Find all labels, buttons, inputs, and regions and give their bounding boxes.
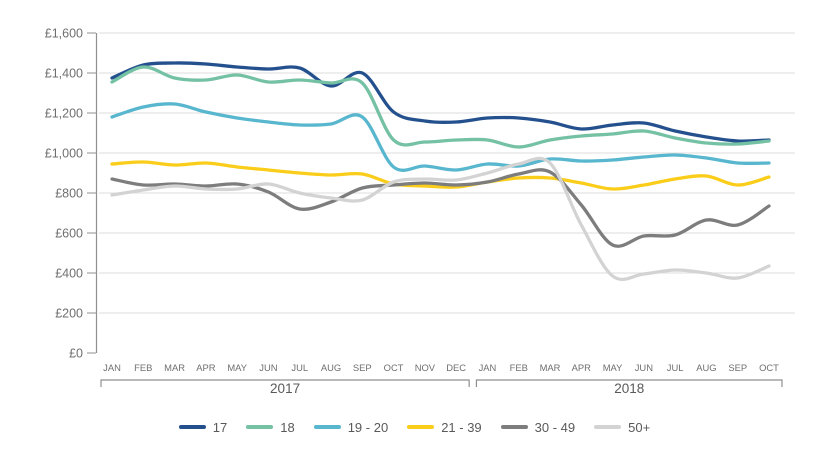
- month-label: JAN: [103, 362, 121, 373]
- month-label: APR: [572, 362, 592, 373]
- legend-item-50+: 50+: [594, 421, 650, 434]
- month-label: NOV: [415, 362, 436, 373]
- legend-item-17: 17: [178, 419, 228, 435]
- y-tick-label: £1,400: [45, 67, 83, 81]
- price-line-chart: £0 £200 £400 £600 £800 £1,000 £1,200 £1,400 £1,6…: [45, 27, 795, 396]
- month-label: MAY: [227, 362, 247, 373]
- legend-swatch-icon: [246, 425, 274, 429]
- y-tick-label: £1,000: [45, 147, 83, 161]
- series-line-19-20: [110, 102, 771, 172]
- y-tick-label: £1,600: [45, 27, 83, 41]
- legend-label: 19 - 20: [347, 419, 389, 435]
- series-line-18: [110, 65, 771, 149]
- month-label: OCT: [759, 362, 779, 373]
- month-label: AUG: [321, 362, 341, 373]
- month-label: SEP: [353, 362, 372, 373]
- month-label: MAY: [603, 362, 623, 373]
- y-tick-label: £1,200: [45, 107, 83, 121]
- legend-swatch-icon: [594, 425, 622, 429]
- legend-item-21-39: 21 - 39: [407, 419, 482, 435]
- month-label: FEB: [510, 362, 528, 373]
- legend-swatch-icon: [178, 425, 206, 429]
- legend-label: 17: [212, 419, 228, 435]
- year-bracket: [475, 379, 783, 387]
- y-tick-label: £400: [55, 267, 83, 281]
- month-label: JUL: [291, 362, 308, 373]
- legend-label: 30 - 49: [534, 419, 576, 435]
- month-label: JUL: [667, 362, 684, 373]
- year-label: 2018: [614, 381, 644, 396]
- legend-swatch-icon: [500, 425, 528, 429]
- y-tick-label: £600: [55, 227, 83, 241]
- year-label: 2017: [270, 381, 300, 396]
- month-label: JUN: [635, 362, 653, 373]
- legend-label: 18: [280, 419, 295, 435]
- month-label: SEP: [728, 362, 747, 373]
- chart-legend: 17 18 19 - 20 21 - 39 30 - 49 50+: [0, 412, 829, 442]
- legend-label: 50+: [628, 419, 651, 435]
- month-label: APR: [196, 362, 216, 373]
- legend-item-18: 18: [246, 419, 295, 435]
- series-line-50+: [110, 156, 771, 281]
- month-label: DEC: [446, 362, 466, 373]
- series-line-17: [110, 61, 771, 143]
- legend-item-19-20: 19 - 20: [313, 419, 389, 435]
- legend-item-30-49: 30 - 49: [500, 419, 576, 435]
- month-label: MAR: [164, 362, 185, 373]
- month-label: MAR: [540, 362, 561, 373]
- legend-swatch-icon: [407, 425, 435, 429]
- y-tick-label: £800: [55, 187, 83, 201]
- month-label: JAN: [479, 362, 497, 373]
- legend-label: 21 - 39: [441, 419, 482, 435]
- month-label: OCT: [384, 362, 404, 373]
- month-label: AUG: [696, 362, 716, 373]
- series-line-21-39: [110, 160, 771, 191]
- y-tick-label: £200: [55, 307, 83, 321]
- legend-swatch-icon: [313, 425, 341, 429]
- series-line-30-49: [110, 168, 771, 248]
- y-tick-label: £0: [69, 347, 83, 361]
- month-label: JUN: [259, 362, 277, 373]
- year-bracket: [100, 379, 470, 387]
- month-label: FEB: [134, 362, 152, 373]
